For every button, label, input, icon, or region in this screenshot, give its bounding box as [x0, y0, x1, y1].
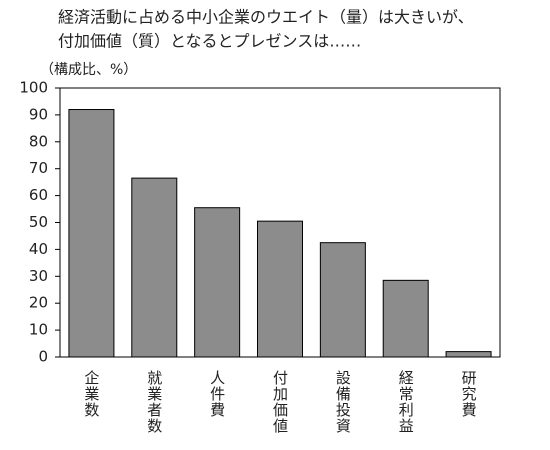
bar	[257, 220, 303, 358]
y-tick-label: 90	[29, 105, 48, 123]
y-tick-label: 80	[29, 132, 48, 150]
bar	[131, 177, 178, 358]
x-tick-label: 付加価値	[271, 370, 289, 434]
bar	[382, 279, 429, 358]
x-tick-label: 設備投資	[334, 370, 352, 434]
y-tick-label: 70	[29, 159, 48, 177]
x-tick-label: 研究費	[460, 370, 478, 418]
y-axis-label: （構成比、%）	[40, 62, 137, 78]
y-tick-label: 0	[38, 348, 48, 366]
chart-title: 経済活動に占める中小企業のウエイト（量）は大きいが、	[58, 8, 474, 27]
chart-title: 付加価値（質）となるとプレゼンスは……	[58, 32, 361, 51]
x-tick-label: 就業者数	[145, 370, 163, 434]
y-tick-label: 30	[29, 267, 48, 285]
y-tick-label: 20	[29, 294, 48, 312]
bar	[445, 351, 492, 358]
x-tick-label: 経常利益	[397, 370, 415, 434]
bar	[319, 242, 366, 358]
y-tick-label: 10	[29, 321, 48, 339]
bar	[194, 207, 241, 358]
bar	[68, 109, 115, 358]
x-tick-label: 企業数	[82, 369, 100, 418]
y-tick-label: 100	[19, 79, 48, 97]
y-tick-label: 40	[29, 240, 48, 258]
y-tick-label: 50	[29, 213, 48, 231]
y-tick-label: 60	[29, 186, 48, 204]
x-tick-label: 人件費	[208, 370, 226, 418]
